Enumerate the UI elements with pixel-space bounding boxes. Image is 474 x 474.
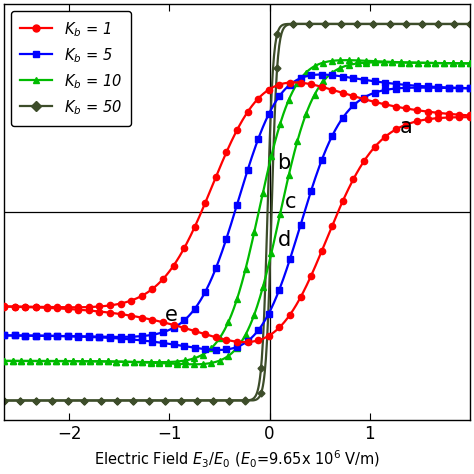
Legend: $K_b$ = 1, $K_b$ = 5, $K_b$ = 10, $K_b$ = 50: $K_b$ = 1, $K_b$ = 5, $K_b$ = 10, $K_b$ …: [11, 11, 131, 126]
Text: d: d: [278, 230, 291, 250]
Text: e: e: [164, 305, 177, 325]
Text: b: b: [278, 153, 291, 173]
X-axis label: Electric Field $E_3/E_0$ ($E_0$=9.65x 10$^6$ V/m): Electric Field $E_3/E_0$ ($E_0$=9.65x 10…: [94, 449, 380, 470]
Text: a: a: [400, 117, 412, 137]
Text: c: c: [284, 192, 296, 212]
